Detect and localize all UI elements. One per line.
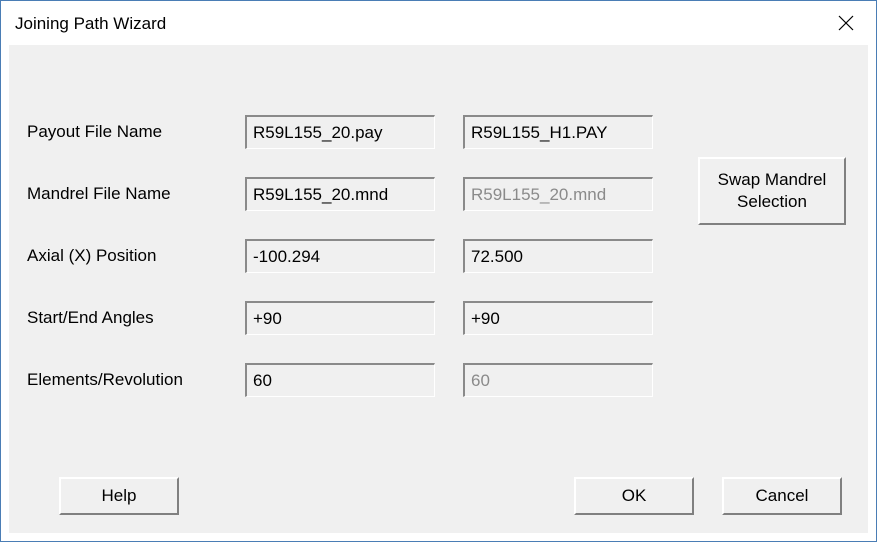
- mandrel-file-col2: [463, 177, 653, 211]
- button-row: Help OK Cancel: [27, 477, 850, 515]
- ok-button[interactable]: OK: [574, 477, 694, 515]
- payout-file-col2[interactable]: [463, 115, 653, 149]
- row-elements-revolution: Elements/Revolution: [27, 361, 850, 399]
- swap-mandrel-button[interactable]: Swap Mandrel Selection: [698, 157, 846, 225]
- axial-position-col2[interactable]: [463, 239, 653, 273]
- titlebar: Joining Path Wizard: [1, 1, 876, 45]
- label-elements-revolution: Elements/Revolution: [27, 370, 245, 390]
- mandrel-file-col1[interactable]: [245, 177, 435, 211]
- elements-revolution-col2: [463, 363, 653, 397]
- row-payout-file: Payout File Name: [27, 113, 850, 151]
- label-payout-file: Payout File Name: [27, 122, 245, 142]
- start-end-angles-col2[interactable]: [463, 301, 653, 335]
- label-mandrel-file: Mandrel File Name: [27, 184, 245, 204]
- payout-file-col1[interactable]: [245, 115, 435, 149]
- cancel-button[interactable]: Cancel: [722, 477, 842, 515]
- help-button[interactable]: Help: [59, 477, 179, 515]
- dialog-content: Payout File Name Mandrel File Name Axial…: [9, 45, 868, 533]
- start-end-angles-col1[interactable]: [245, 301, 435, 335]
- form-area: Payout File Name Mandrel File Name Axial…: [27, 113, 850, 423]
- label-start-end-angles: Start/End Angles: [27, 308, 245, 328]
- dialog-window: Joining Path Wizard Payout File Name Man…: [0, 0, 877, 542]
- window-title: Joining Path Wizard: [15, 12, 166, 34]
- row-axial-position: Axial (X) Position: [27, 237, 850, 275]
- close-icon[interactable]: [836, 13, 856, 33]
- elements-revolution-col1[interactable]: [245, 363, 435, 397]
- row-start-end-angles: Start/End Angles: [27, 299, 850, 337]
- label-axial-position: Axial (X) Position: [27, 246, 245, 266]
- axial-position-col1[interactable]: [245, 239, 435, 273]
